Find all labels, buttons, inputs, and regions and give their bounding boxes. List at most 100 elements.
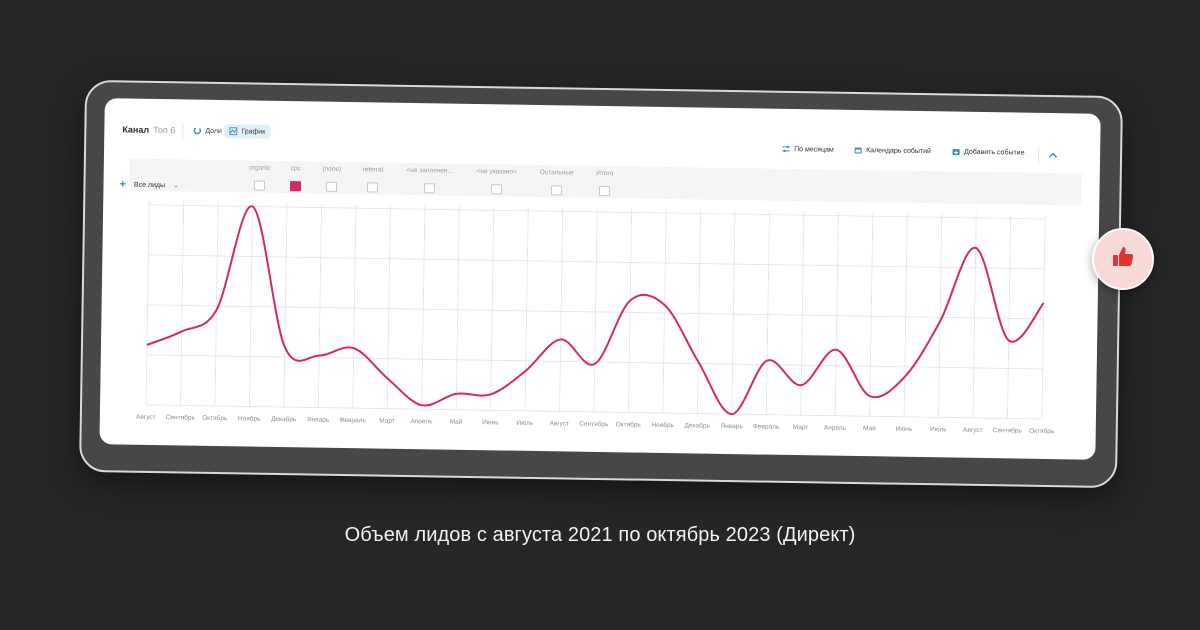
x-tick-label: Июль: [517, 420, 534, 427]
x-tick-label: Январь: [720, 423, 743, 430]
x-tick-label: Февраль: [339, 417, 366, 424]
grid-line-vertical: [214, 201, 219, 406]
data-point[interactable]: [419, 402, 425, 408]
grid-line-vertical: [869, 212, 874, 417]
x-tick-label: Декабрь: [684, 421, 710, 429]
series-column-header[interactable]: Остальные: [539, 169, 574, 177]
data-point[interactable]: [729, 411, 735, 417]
x-tick-label: Август: [136, 414, 156, 421]
series-column-header[interactable]: organic: [249, 164, 271, 172]
x-tick-label: Май: [450, 418, 463, 426]
leads-line-chart: Август Сентябрь Октябрь Ноябрь Декабрь Январь…: [136, 200, 1055, 435]
leads-filter[interactable]: + Все лиды ⌄: [119, 178, 179, 191]
data-point[interactable]: [282, 344, 288, 350]
series-column-header[interactable]: <не заполнен...: [406, 166, 454, 175]
x-tick-label: Апрель: [410, 418, 433, 425]
channel-title-label: Канал: [122, 124, 150, 135]
graph-label: График: [241, 127, 266, 136]
by-months-label: По месяцам: [794, 145, 834, 154]
shares-label: Доли: [205, 127, 222, 135]
toolbar: Канал Топ 6 Доли График: [118, 120, 1086, 165]
grid-line-vertical: [834, 211, 839, 416]
series-toggle-checkbox[interactable]: [325, 181, 338, 192]
x-tick-label: Июнь: [896, 426, 913, 433]
grid-line-vertical: [317, 203, 322, 408]
x-tick-label: Октябрь: [202, 414, 228, 422]
series-column-header[interactable]: referral: [362, 166, 384, 174]
series-column-header[interactable]: (none): [322, 165, 342, 173]
grid-line-vertical: [800, 211, 805, 416]
events-calendar-label: Календарь событий: [866, 146, 932, 155]
series-column-header[interactable]: cpc: [290, 165, 301, 173]
grid-line-vertical: [180, 201, 185, 406]
plus-icon[interactable]: +: [119, 178, 127, 191]
collapse-button[interactable]: [1048, 147, 1058, 158]
by-months-button[interactable]: По месяцам: [782, 145, 834, 154]
x-tick-label: Апрель: [824, 425, 847, 432]
grid-line-vertical: [421, 205, 426, 410]
grid-line-vertical: [765, 210, 770, 415]
data-point[interactable]: [798, 382, 804, 388]
x-tick-label: Сентябрь: [166, 413, 196, 421]
series-toggle-checkbox[interactable]: [423, 183, 436, 194]
calendar-icon: [854, 146, 862, 154]
grid-line-vertical: [145, 200, 150, 405]
series-toggle-checkbox[interactable]: [550, 185, 563, 196]
grid-line-vertical: [352, 204, 357, 409]
x-tick-label: Февраль: [753, 423, 780, 430]
grid-line-vertical: [938, 213, 943, 418]
chevron-down-icon: ⌄: [172, 182, 179, 190]
x-tick-label: Июнь: [482, 419, 499, 426]
grid-line-vertical: [696, 209, 701, 414]
add-event-label: Добавить событие: [964, 148, 1025, 157]
caption: Объем лидов с августа 2021 по октябрь 20…: [344, 524, 856, 546]
series-toggle-checkbox[interactable]: [490, 184, 503, 195]
like-badge: [1092, 228, 1154, 290]
events-calendar-button[interactable]: Календарь событий: [854, 146, 931, 155]
x-tick-label: Ноябрь: [651, 421, 674, 429]
x-tick-label: Декабрь: [271, 415, 297, 423]
add-event-icon: [952, 147, 960, 156]
series-column-header[interactable]: <не указано>: [476, 168, 517, 176]
series-toggle-checkbox[interactable]: [598, 185, 611, 197]
data-point[interactable]: [833, 347, 839, 353]
grid-line-vertical: [972, 213, 977, 418]
data-point[interactable]: [488, 391, 494, 397]
x-tick-label: Сентябрь: [579, 420, 609, 428]
x-tick-label: Март: [793, 424, 809, 431]
series-toggle-checkbox[interactable]: [289, 181, 302, 192]
grid-line-vertical: [559, 207, 564, 412]
grid-line-vertical: [593, 207, 598, 412]
x-tick-label: Март: [379, 418, 395, 425]
toolbar-divider: [182, 123, 184, 140]
series-toggle-checkbox[interactable]: [253, 180, 266, 191]
x-tick-label: Ноябрь: [238, 414, 261, 422]
device-mockup: Канал Топ 6 Доли График: [78, 79, 1124, 489]
chart-grid: [145, 200, 1046, 420]
grid-line-vertical: [731, 210, 736, 415]
channel-title[interactable]: Канал Топ 6: [122, 124, 175, 135]
add-event-button[interactable]: Добавить событие: [952, 147, 1025, 156]
graph-toggle[interactable]: График: [224, 124, 271, 139]
grid-line-vertical: [628, 208, 633, 413]
grid-line-vertical: [283, 203, 288, 408]
data-point[interactable]: [351, 345, 357, 351]
grid-line-vertical: [249, 202, 254, 407]
x-tick-label: Октябрь: [616, 420, 642, 428]
x-tick-label: Июль: [930, 426, 947, 433]
series-line-cpc: [146, 205, 1045, 416]
data-point[interactable]: [558, 336, 564, 342]
series-column-header[interactable]: Итого: [596, 169, 614, 178]
data-point[interactable]: [144, 342, 150, 348]
thumbs-up-icon: [1110, 244, 1136, 275]
shares-toggle[interactable]: Доли: [188, 124, 227, 139]
chevron-up-icon: [1048, 147, 1058, 158]
data-point[interactable]: [453, 391, 459, 397]
top-count-label[interactable]: Топ 6: [153, 124, 176, 136]
toolbar-divider-right: [1037, 146, 1040, 163]
series-toggle-checkbox[interactable]: [366, 182, 379, 193]
leads-filter-label: Все лиды: [133, 181, 166, 189]
x-tick-label: Октябрь: [1029, 427, 1055, 435]
x-tick-label: Январь: [307, 416, 330, 423]
